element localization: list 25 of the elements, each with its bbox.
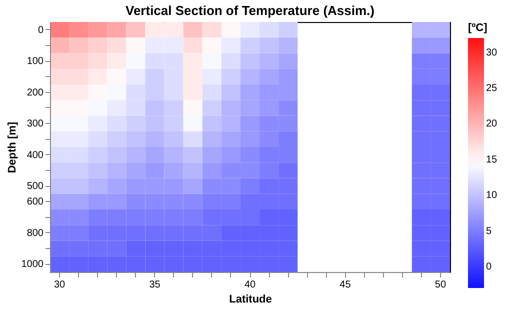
- y-tick-label: 800: [26, 228, 44, 239]
- color-bar-label: 15: [486, 154, 498, 166]
- y-tick-label: 600: [26, 196, 44, 208]
- y-tick-label: 100: [26, 56, 44, 68]
- y-tick-label: 500: [26, 181, 44, 192]
- x-tick-label: 35: [149, 280, 161, 290]
- color-bar-label: 30: [486, 47, 498, 58]
- y-tick-label: 0: [38, 24, 44, 36]
- y-tick-label: 300: [26, 118, 44, 130]
- color-bar-label: 5: [486, 226, 492, 237]
- x-tick-label: 50: [434, 280, 446, 290]
- y-axis-title: Depth [m]: [6, 122, 18, 174]
- x-tick-label: 40: [244, 280, 256, 290]
- color-bar-title: [ºC]: [468, 22, 488, 34]
- color-bar-label: 20: [486, 118, 498, 130]
- color-bar-label: 0: [486, 262, 492, 273]
- x-axis-title: Latitude: [229, 294, 272, 306]
- chart-title: Vertical Section of Temperature (Assim.): [126, 3, 374, 18]
- x-tick-label: 45: [340, 280, 352, 290]
- y-tick-label: 400: [26, 150, 44, 161]
- color-bar-label: 25: [486, 83, 498, 94]
- y-tick-label: 200: [26, 87, 44, 98]
- y-tick-label: 1000: [21, 259, 44, 270]
- x-tick-label: 30: [54, 280, 66, 290]
- color-bar-label: 10: [486, 190, 498, 202]
